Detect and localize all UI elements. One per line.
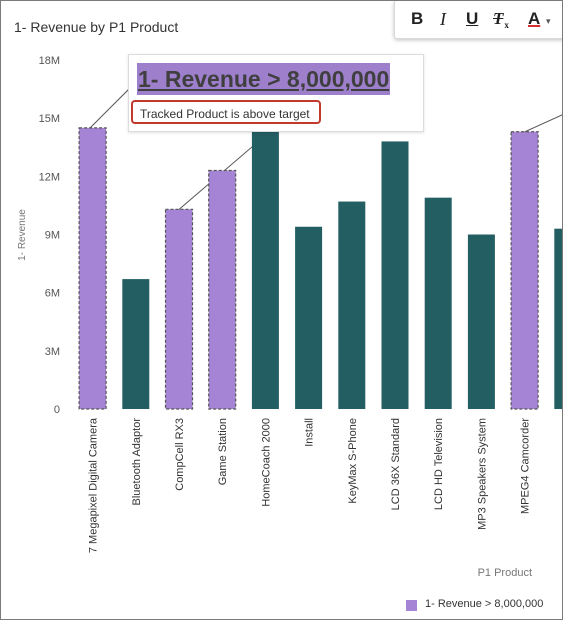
italic-button[interactable]: I [440, 9, 446, 29]
x-tick-label: LCD HD Television [433, 418, 445, 510]
bar[interactable] [122, 279, 150, 409]
y-tick-label: 15M [39, 113, 60, 125]
chevron-down-icon[interactable]: ▾ [546, 16, 551, 26]
y-tick-label: 18M [39, 55, 60, 67]
y-tick-label: 6M [45, 288, 60, 300]
bar[interactable] [554, 228, 563, 409]
x-tick-label: HomeCoach 2000 [260, 418, 272, 507]
x-axis-title: P1 Product [478, 567, 532, 579]
x-tick-label: MP3 Speakers System [476, 418, 488, 530]
y-axis-title: 1- Revenue [17, 209, 28, 261]
clear-format-sub: x [504, 20, 509, 31]
x-tick-label: Install [304, 418, 316, 447]
bar[interactable] [251, 129, 279, 410]
legend-label: 1- Revenue > 8,000,000 [425, 598, 544, 610]
y-tick-label: 9M [45, 230, 60, 242]
bar[interactable] [381, 141, 409, 409]
underline-button[interactable]: U [466, 9, 479, 28]
clear-format-label: T [493, 9, 504, 28]
x-tick-label: 7 Megapixel Digital Camera [88, 417, 100, 553]
x-tick-label: LCD 36X Standard [390, 418, 402, 510]
chart-title: 1- Revenue by P1 Product [14, 19, 179, 35]
font-color-button[interactable]: A [528, 9, 541, 28]
x-tick-label: KeyMax S-Phone [347, 418, 359, 504]
bar-highlighted[interactable] [208, 169, 237, 410]
x-tick-label: Game Station [217, 418, 229, 485]
bar-highlighted[interactable] [78, 127, 107, 410]
y-tick-label: 12M [39, 171, 60, 183]
bar[interactable] [467, 234, 495, 410]
bar-highlighted[interactable] [164, 208, 194, 410]
x-tick-label: Bluetooth Adaptor [131, 418, 143, 506]
annotation-connector [519, 114, 562, 135]
y-tick-label: 3M [45, 346, 60, 358]
y-tick-label: 0 [54, 404, 60, 416]
annotation-title[interactable]: 1- Revenue > 8,000,000 [137, 63, 391, 95]
bar[interactable] [338, 201, 366, 409]
x-tick-label: MPEG4 Camcorder [520, 418, 532, 514]
annotation-note[interactable]: 1- Revenue > 8,000,000 Tracked Product i… [128, 54, 424, 132]
legend-swatch [406, 600, 417, 611]
bar[interactable] [424, 197, 452, 409]
more-icon[interactable]: ⋯ [561, 7, 562, 29]
bold-button[interactable]: B [411, 9, 424, 28]
bar-highlighted[interactable] [510, 131, 539, 410]
annotation-connector [88, 88, 130, 130]
x-tick-label: CompCell RX3 [174, 418, 186, 491]
text-format-toolbar: B I U Tx A ▾ ⋯ [394, 1, 562, 39]
annotation-text[interactable]: Tracked Product is above target [131, 100, 321, 124]
clear-format-button[interactable]: Tx [493, 8, 509, 30]
bar[interactable] [295, 226, 323, 409]
